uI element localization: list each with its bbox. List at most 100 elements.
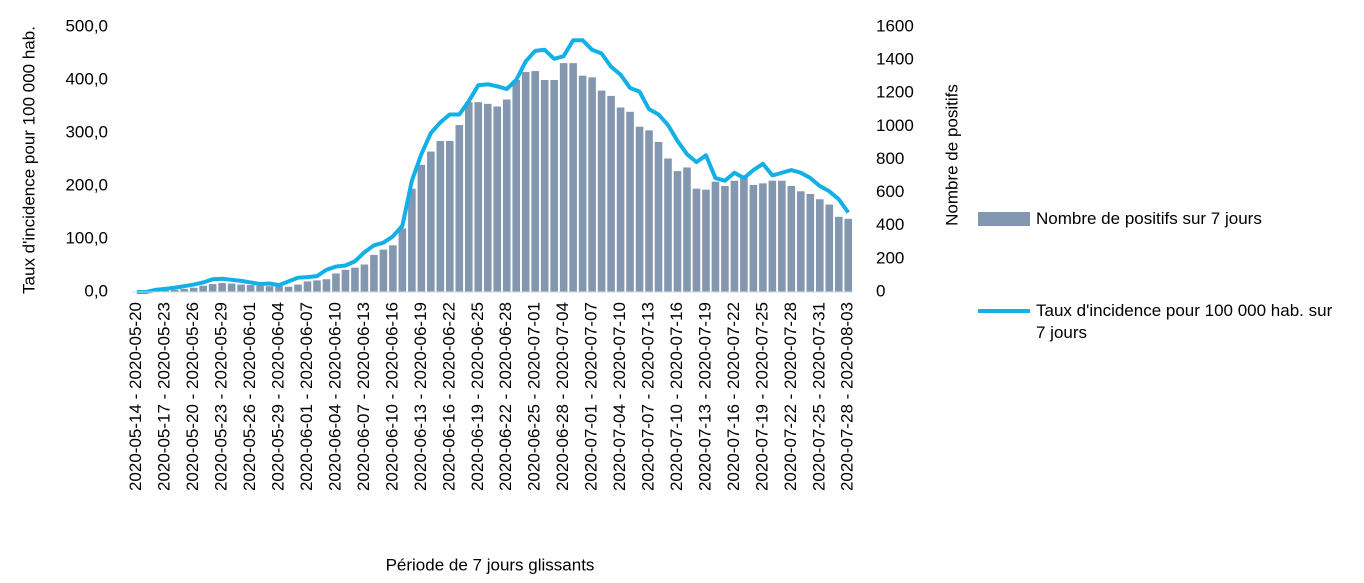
bar: [389, 245, 397, 292]
bar: [228, 284, 236, 292]
bar: [674, 171, 682, 292]
bar: [323, 279, 331, 292]
y2-tick-label: 200: [876, 248, 904, 267]
bar: [664, 159, 672, 292]
bar: [655, 142, 663, 292]
x-tick-label: 2020-06-22 - 2020-06-28: [496, 302, 515, 491]
bar: [512, 80, 520, 292]
bar: [550, 80, 558, 292]
y2-tick-label: 1600: [876, 16, 914, 35]
legend-line-label: Taux d'incidence pour 100 000 hab. sur 7…: [1036, 300, 1336, 344]
x-axis-title: Période de 7 jours glissants: [386, 555, 595, 574]
y2-tick-label: 600: [876, 182, 904, 201]
y-axis-title: Taux d'incidence pour 100 000 hab.: [19, 26, 38, 294]
x-tick-label: 2020-05-17 - 2020-05-23: [155, 302, 174, 491]
bar: [380, 250, 388, 292]
x-tick-label: 2020-06-13 - 2020-06-19: [411, 302, 430, 491]
y2-tick-label: 0: [876, 281, 885, 300]
bar: [825, 205, 833, 292]
y2-tick-label: 800: [876, 149, 904, 168]
x-tick-label: 2020-07-25 - 2020-07-31: [809, 302, 828, 491]
x-tick-label: 2020-06-28 - 2020-07-04: [553, 302, 572, 491]
bar: [645, 130, 653, 292]
bar: [598, 91, 606, 292]
x-tick-label: 2020-05-29 - 2020-06-04: [269, 302, 288, 491]
bar: [342, 270, 350, 292]
y-tick-label: 400,0: [65, 69, 108, 88]
bar: [209, 284, 217, 292]
x-tick-label: 2020-06-04 - 2020-06-10: [325, 302, 344, 491]
y2-tick-label: 1400: [876, 50, 914, 69]
bar: [560, 63, 568, 292]
bar: [446, 141, 454, 292]
bar: [465, 102, 473, 292]
bar: [266, 286, 274, 292]
bar: [218, 283, 226, 292]
bar: [778, 181, 786, 292]
bar: [474, 102, 482, 292]
y-tick-label: 100,0: [65, 228, 108, 247]
bar: [351, 268, 359, 292]
bar: [626, 112, 634, 292]
bar: [247, 285, 255, 292]
x-tick-label: 2020-07-16 - 2020-07-22: [724, 302, 743, 491]
x-tick-label: 2020-06-01 - 2020-06-07: [297, 302, 316, 491]
bar: [484, 104, 492, 292]
y-tick-label: 500,0: [65, 16, 108, 35]
bar: [721, 186, 729, 292]
bar: [588, 77, 596, 292]
y2-axis-title: Nombre de positifs: [942, 84, 961, 226]
y2-tick-label: 400: [876, 215, 904, 234]
bar: [427, 152, 435, 292]
bar: [531, 71, 539, 292]
x-tick-label: 2020-06-16 - 2020-06-22: [439, 302, 458, 491]
bar: [617, 107, 625, 292]
bar: [702, 190, 710, 292]
bar: [579, 76, 587, 292]
bar: [712, 182, 720, 292]
bar: [285, 287, 293, 292]
x-tick-label: 2020-07-19 - 2020-07-25: [752, 302, 771, 491]
x-tick-label: 2020-06-25 - 2020-07-01: [525, 302, 544, 491]
bar: [361, 265, 369, 292]
bar: [399, 228, 407, 292]
bar: [835, 217, 843, 292]
x-tick-label: 2020-07-22 - 2020-07-28: [781, 302, 800, 491]
bar: [408, 189, 416, 292]
x-tick-label: 2020-06-07 - 2020-06-13: [354, 302, 373, 491]
bar: [418, 165, 426, 292]
bar: [797, 191, 805, 292]
bar: [740, 175, 748, 292]
x-tick-label: 2020-05-26 - 2020-06-01: [240, 302, 259, 491]
x-tick-label: 2020-07-07 - 2020-07-13: [639, 302, 658, 491]
x-tick-label: 2020-05-14 - 2020-05-20: [126, 302, 145, 491]
bar: [199, 286, 207, 292]
bar: [844, 219, 852, 292]
bar: [607, 96, 615, 292]
bar: [731, 181, 739, 292]
bar: [304, 281, 312, 292]
bar: [759, 183, 767, 292]
bar: [332, 273, 340, 292]
bar: [522, 72, 530, 292]
x-tick-label: 2020-07-10 - 2020-07-16: [667, 302, 686, 491]
x-tick-label: 2020-07-01 - 2020-07-07: [582, 302, 601, 491]
bar: [313, 280, 321, 292]
bar: [493, 107, 501, 293]
bar: [788, 186, 796, 292]
bar: [437, 141, 445, 292]
bar: [294, 285, 302, 292]
x-tick-label: 2020-06-19 - 2020-06-25: [468, 302, 487, 491]
x-tick-label: 2020-06-10 - 2020-06-16: [382, 302, 401, 491]
legend-bar-label: Nombre de positifs sur 7 jours: [1036, 208, 1262, 230]
y-tick-label: 200,0: [65, 175, 108, 194]
bar: [503, 100, 511, 292]
bar: [370, 255, 378, 292]
bar: [256, 286, 264, 292]
bar: [636, 127, 644, 292]
x-tick-label: 2020-07-13 - 2020-07-19: [695, 302, 714, 491]
y2-tick-label: 1200: [876, 83, 914, 102]
bar: [541, 80, 549, 292]
